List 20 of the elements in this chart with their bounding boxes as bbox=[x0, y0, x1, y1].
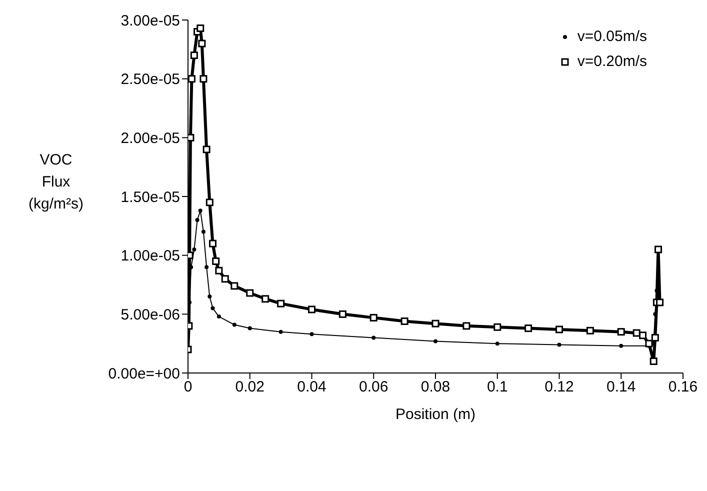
y-tick-label: 1.00e-05 bbox=[120, 248, 180, 265]
y-tick-label: 5.00e-06 bbox=[120, 306, 180, 324]
x-tick-label: 0.16 bbox=[668, 378, 698, 396]
y-tick-label: 3.00e-05 bbox=[120, 12, 180, 30]
y-axis-title: VOC Flux (kg/m²s) bbox=[28, 152, 84, 212]
y-tick-label: 0.00e=+00 bbox=[108, 365, 180, 382]
x-tick-label: 0.12 bbox=[544, 378, 574, 396]
x-tick-label: 0.06 bbox=[359, 378, 388, 396]
x-tick-label: 0.08 bbox=[420, 378, 450, 396]
x-axis-title: Position (m) bbox=[395, 406, 476, 423]
y-tick-label: 2.50e-05 bbox=[120, 71, 180, 88]
legend-label: v=0.20m/s bbox=[577, 53, 647, 70]
y-tick-label: 2.00e-05 bbox=[120, 130, 180, 147]
y-tick-label: 1.50e-05 bbox=[120, 188, 180, 206]
x-tick-label: 0 bbox=[184, 378, 192, 396]
x-tick-label: 0.1 bbox=[486, 378, 508, 396]
x-tick-label: 0.02 bbox=[235, 378, 264, 396]
x-tick-label: 0.14 bbox=[606, 378, 636, 396]
x-tick-label: 0.04 bbox=[297, 378, 326, 396]
legend-label: v=0.05m/s bbox=[577, 28, 647, 45]
